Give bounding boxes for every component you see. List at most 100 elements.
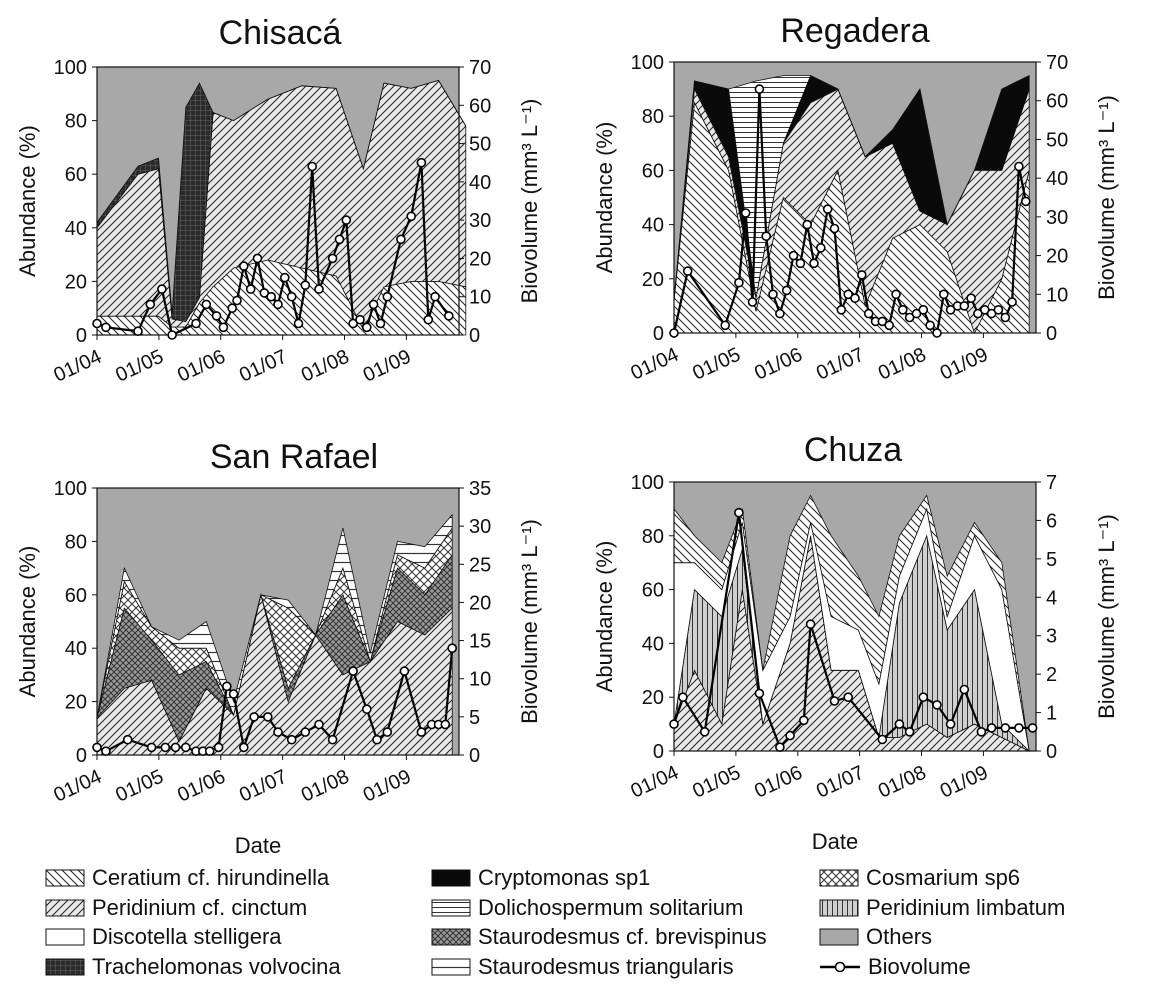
biovolume-point bbox=[286, 291, 297, 302]
legend-swatch bbox=[431, 869, 471, 887]
biovolume-point bbox=[809, 258, 819, 269]
biovolume-point bbox=[327, 253, 338, 264]
y2-tick-label: 60 bbox=[1046, 91, 1068, 113]
legend-label: Peridinium cf. cinctum bbox=[92, 895, 307, 920]
y2-tick-label: 2 bbox=[1046, 664, 1057, 686]
y2-tick-label: 0 bbox=[469, 325, 480, 347]
biovolume-point bbox=[222, 681, 232, 692]
x-tick-label: 01/05 bbox=[112, 766, 167, 807]
x-tick-label: 01/05 bbox=[689, 762, 744, 803]
y2-tick-label: 50 bbox=[1046, 129, 1068, 151]
y2-tick-label: 20 bbox=[469, 592, 491, 614]
biovolume-point bbox=[416, 157, 427, 168]
legend-swatch bbox=[431, 928, 471, 946]
y-tick-label: 0 bbox=[653, 323, 664, 345]
y2-tick-label: 30 bbox=[469, 210, 491, 232]
y-axis-label: Abundance (%) bbox=[592, 541, 617, 693]
biovolume-point bbox=[669, 719, 679, 729]
biovolume-point bbox=[361, 322, 372, 333]
biovolume-point bbox=[925, 320, 935, 331]
biovolume-point bbox=[1021, 196, 1031, 207]
legend-biovolume-marker bbox=[834, 961, 846, 973]
biovolume-point bbox=[382, 291, 393, 302]
biovolume-point bbox=[959, 301, 970, 311]
biovolume-point bbox=[327, 734, 338, 745]
biovolume-point bbox=[262, 712, 273, 722]
biovolume-point bbox=[266, 291, 277, 302]
biovolume-point bbox=[747, 297, 758, 307]
y-tick-label: 100 bbox=[631, 472, 664, 494]
biovolume-point bbox=[181, 742, 191, 753]
legend-item-others: Others bbox=[819, 924, 932, 949]
y2-tick-label: 4 bbox=[1046, 587, 1057, 609]
y2-axis-label: Biovolume (mm³ L⁻¹) bbox=[1094, 514, 1119, 719]
legend-item-discotella-stelligera: Discotella stelligera bbox=[45, 924, 282, 949]
biovolume-point bbox=[157, 284, 167, 294]
biovolume-point bbox=[815, 243, 826, 253]
biovolume-point bbox=[314, 284, 324, 294]
biovolume-point bbox=[945, 304, 956, 315]
biovolume-point bbox=[239, 742, 249, 753]
legend-label: Staurodesmus cf. brevispinus bbox=[478, 924, 767, 949]
panel-title: Regadera bbox=[780, 12, 929, 50]
biovolume-point bbox=[211, 311, 222, 321]
biovolume-point bbox=[146, 742, 157, 753]
x-tick-label: 01/06 bbox=[751, 344, 806, 385]
legend-label: Staurodesmus triangularis bbox=[478, 954, 734, 979]
y2-tick-label: 10 bbox=[469, 669, 491, 691]
x-tick-label: 01/08 bbox=[298, 346, 353, 387]
legend-swatch bbox=[819, 928, 859, 946]
biovolume-point bbox=[227, 303, 237, 314]
legend-swatch bbox=[45, 869, 85, 887]
y2-tick-label: 20 bbox=[469, 248, 491, 270]
y-tick-label: 0 bbox=[76, 325, 87, 347]
chart-regadera: Regadera100806040200706050403020100Abund… bbox=[592, 12, 1119, 385]
biovolume-point bbox=[856, 270, 867, 280]
y2-tick-label: 1 bbox=[1046, 703, 1057, 725]
legend-label: Peridinium limbatum bbox=[866, 895, 1065, 920]
biovolume-point bbox=[897, 304, 908, 315]
biovolume-point bbox=[440, 719, 451, 730]
biovolume-point bbox=[986, 723, 997, 733]
x-tick-label: 01/04 bbox=[50, 346, 105, 387]
y-axis-label: Abundance (%) bbox=[15, 125, 40, 277]
biovolume-point bbox=[805, 619, 816, 630]
biovolume-point bbox=[822, 204, 833, 214]
biovolume-point bbox=[959, 684, 970, 695]
y2-tick-label: 10 bbox=[469, 287, 491, 309]
plot-frame bbox=[673, 481, 1037, 752]
biovolume-point bbox=[734, 277, 744, 288]
chart-chisaca: Chisacá100806040200706050403020100Abunda… bbox=[15, 14, 542, 387]
biovolume-point bbox=[904, 312, 915, 323]
biovolume-point bbox=[300, 727, 311, 737]
biovolume-point bbox=[430, 291, 440, 302]
legend-swatch bbox=[45, 899, 85, 917]
biovolume-point bbox=[768, 289, 778, 300]
y2-tick-label: 40 bbox=[469, 172, 491, 194]
legend-swatch bbox=[431, 958, 471, 976]
biovolume-point bbox=[341, 215, 352, 225]
biovolume-point bbox=[252, 253, 263, 264]
biovolume-point bbox=[1007, 297, 1017, 307]
biovolume-point bbox=[443, 311, 454, 321]
y2-tick-label: 70 bbox=[1046, 52, 1068, 74]
biovolume-point bbox=[239, 261, 249, 271]
chart-san-rafael: San Rafael 100 80 60 40 20 0 35 30 25 20 15 10 5 0 Abun… bbox=[15, 438, 542, 858]
x-tick-label: 01/08 bbox=[875, 762, 930, 803]
legend-item-cryptomonas-sp1: Cryptomonas sp1 bbox=[431, 865, 650, 890]
legend-item-staurodesmus-triangularis: Staurodesmus triangularis bbox=[431, 954, 734, 979]
biovolume-point bbox=[945, 719, 956, 729]
y-tick-label: 100 bbox=[54, 478, 87, 500]
biovolume-point bbox=[740, 208, 751, 218]
y2-tick-label: 20 bbox=[1046, 246, 1068, 268]
x-tick-label: 01/09 bbox=[937, 762, 992, 803]
x-tick-label: 01/07 bbox=[813, 762, 868, 803]
biovolume-point bbox=[447, 643, 458, 654]
biovolume-point bbox=[92, 318, 102, 329]
x-tick-label: 01/09 bbox=[360, 346, 415, 387]
x-tick-label: 01/07 bbox=[813, 344, 868, 385]
biovolume-point bbox=[396, 234, 406, 245]
y-tick-label: 20 bbox=[642, 687, 664, 709]
legend-label: Dolichospermum solitarium bbox=[478, 895, 743, 920]
biovolume-point bbox=[795, 258, 806, 269]
